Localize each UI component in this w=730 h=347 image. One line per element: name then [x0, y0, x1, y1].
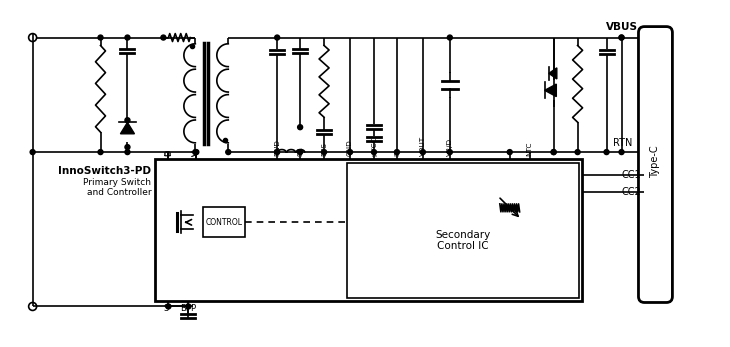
Text: NTC: NTC [526, 142, 533, 156]
Circle shape [447, 35, 453, 40]
Circle shape [551, 150, 556, 154]
Text: CC2: CC2 [622, 187, 642, 197]
Circle shape [125, 118, 130, 123]
Text: FWD: FWD [274, 139, 280, 156]
FancyBboxPatch shape [347, 163, 579, 297]
Text: μVCC: μVCC [371, 136, 377, 156]
Text: SR: SR [297, 146, 303, 156]
Circle shape [604, 150, 609, 154]
Circle shape [372, 150, 377, 154]
Circle shape [298, 125, 303, 130]
Text: and Controller: and Controller [87, 188, 151, 197]
Text: VBUS: VBUS [605, 22, 637, 32]
Polygon shape [549, 68, 557, 79]
Circle shape [619, 35, 624, 40]
FancyBboxPatch shape [204, 208, 245, 237]
Circle shape [551, 150, 556, 154]
Polygon shape [545, 84, 556, 96]
Text: IS: IS [394, 149, 400, 156]
Circle shape [125, 150, 130, 154]
Circle shape [226, 150, 231, 154]
Text: BPS: BPS [321, 142, 327, 156]
Circle shape [125, 145, 130, 150]
Text: InnoSwitch3-PD: InnoSwitch3-PD [58, 166, 151, 176]
Circle shape [274, 150, 280, 154]
Text: V: V [192, 150, 201, 156]
Polygon shape [120, 122, 134, 134]
Text: D: D [166, 151, 172, 156]
Text: BPP: BPP [180, 304, 196, 313]
Text: VB/D: VB/D [447, 138, 453, 156]
FancyBboxPatch shape [639, 27, 672, 303]
Text: Control IC: Control IC [437, 241, 488, 251]
Text: VOUT: VOUT [420, 136, 426, 156]
FancyBboxPatch shape [155, 159, 582, 302]
Circle shape [420, 150, 426, 154]
Text: S: S [164, 304, 169, 313]
Text: Secondary: Secondary [435, 230, 491, 240]
Circle shape [298, 150, 303, 154]
Circle shape [619, 35, 624, 40]
Circle shape [125, 35, 130, 40]
Text: GND: GND [347, 139, 353, 156]
Circle shape [507, 150, 512, 154]
Circle shape [194, 150, 199, 154]
Circle shape [30, 150, 35, 154]
Circle shape [575, 150, 580, 154]
Circle shape [186, 304, 191, 309]
Circle shape [347, 150, 353, 154]
Circle shape [166, 304, 171, 309]
Text: RTN: RTN [612, 138, 632, 148]
Text: Type-C: Type-C [650, 146, 661, 178]
Circle shape [193, 150, 198, 154]
Text: CONTROL: CONTROL [206, 218, 243, 227]
Circle shape [98, 150, 103, 154]
Text: D: D [164, 150, 173, 156]
Circle shape [274, 35, 280, 40]
Text: Primary Switch: Primary Switch [83, 178, 151, 187]
Text: V: V [193, 151, 199, 156]
Circle shape [161, 35, 166, 40]
Circle shape [619, 150, 624, 154]
Text: CC1: CC1 [622, 170, 642, 180]
Circle shape [394, 150, 399, 154]
Circle shape [98, 35, 103, 40]
Circle shape [447, 150, 453, 154]
Circle shape [322, 150, 326, 154]
